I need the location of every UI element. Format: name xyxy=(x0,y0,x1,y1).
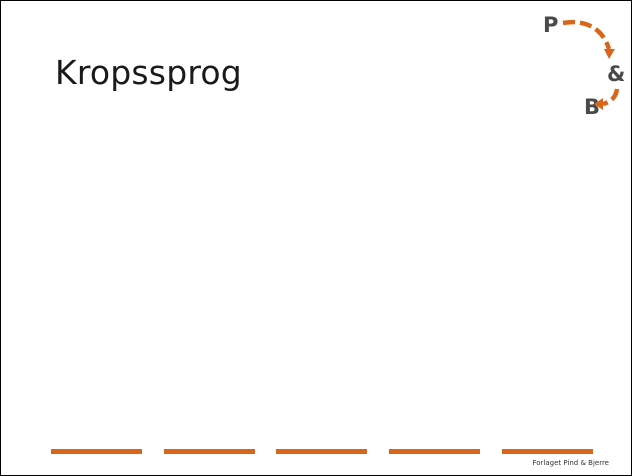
slide-title: Kropssprog xyxy=(55,53,242,92)
logo-letter-p: P xyxy=(543,13,558,37)
logo-arrow-top xyxy=(562,19,612,50)
footer-bar xyxy=(164,449,255,454)
logo-arrowhead-top xyxy=(604,49,615,59)
footer-bar xyxy=(276,449,367,454)
footer-bars xyxy=(51,449,596,455)
publisher-name: Forlaget Pind & Bjerre xyxy=(532,459,609,467)
logo-arrowhead-bottom xyxy=(594,98,603,110)
logo-arrow-bottom xyxy=(602,88,620,107)
logo-letter-ampersand: & xyxy=(607,62,625,86)
publisher-logo: P & B xyxy=(543,13,625,119)
footer-bar xyxy=(389,449,480,454)
footer-bar xyxy=(51,449,142,454)
footer-bar xyxy=(502,449,593,454)
logo-letter-b: B xyxy=(584,95,600,119)
